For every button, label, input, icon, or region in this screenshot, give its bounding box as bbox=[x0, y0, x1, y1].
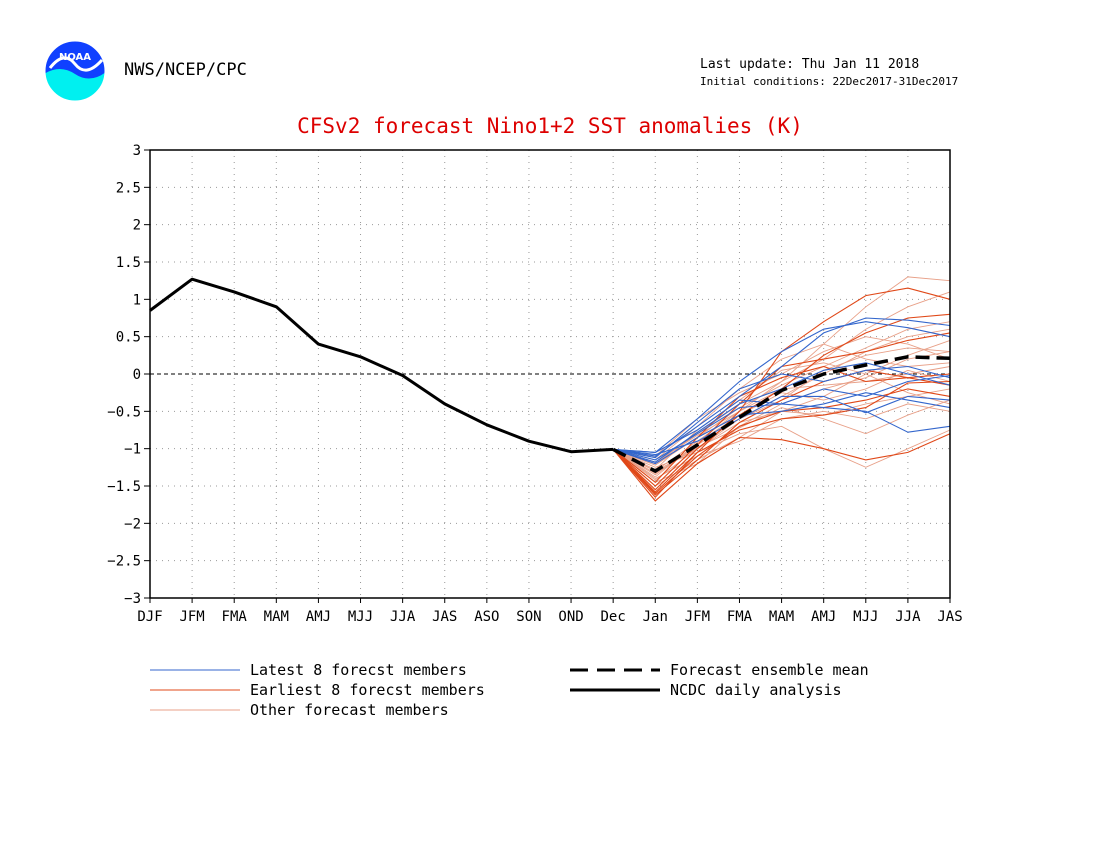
x-tick-label: FMA bbox=[727, 609, 753, 625]
initial-conditions: Initial conditions: 22Dec2017-31Dec2017 bbox=[700, 75, 959, 88]
ensemble-mean-line bbox=[612, 355, 951, 474]
noaa-logo-text: NOAA bbox=[59, 52, 91, 63]
chart-title: CFSv2 forecast Nino1+2 SST anomalies (K) bbox=[297, 114, 803, 138]
grid-lines bbox=[150, 150, 950, 598]
latest-member-line bbox=[613, 374, 951, 453]
x-tick-label: SON bbox=[516, 609, 541, 625]
axis-ticks: 3 2.5 2 1.5 1 0.5 0 −0.5 −1 −1.5 −2 −2.5 −3 DJF JFM FMA… bbox=[107, 143, 962, 625]
other-member-line bbox=[612, 369, 951, 478]
x-tick-label: JFM bbox=[179, 609, 204, 625]
x-tick-label: MJJ bbox=[853, 609, 878, 625]
x-tick-label: JAS bbox=[937, 609, 962, 625]
latest-member-line bbox=[613, 365, 951, 459]
other-member-line bbox=[613, 343, 951, 461]
y-tick-label: −2 bbox=[124, 516, 141, 532]
y-tick-label: 0.5 bbox=[116, 330, 141, 346]
analysis-line bbox=[149, 277, 614, 454]
legend: Latest 8 forecst members Earliest 8 fore… bbox=[150, 661, 869, 719]
noaa-logo: NOAA bbox=[44, 40, 106, 102]
other-member-line bbox=[612, 399, 951, 474]
y-tick-label: 2 bbox=[133, 218, 141, 234]
legend-label-analysis: NCDC daily analysis bbox=[670, 681, 842, 699]
x-tick-label: ASO bbox=[474, 609, 499, 625]
y-tick-label: 1 bbox=[133, 292, 141, 308]
x-tick-label: Dec bbox=[601, 609, 626, 625]
legend-label-mean: Forecast ensemble mean bbox=[670, 661, 869, 679]
x-tick-label: JAS bbox=[432, 609, 457, 625]
legend-label-earliest: Earliest 8 forecst members bbox=[250, 681, 485, 699]
x-tick-label: OND bbox=[558, 609, 583, 625]
latest-members bbox=[613, 317, 951, 465]
y-tick-label: 0 bbox=[133, 367, 141, 383]
x-tick-label: Jan bbox=[643, 609, 668, 625]
agency-label: NWS/NCEP/CPC bbox=[124, 60, 247, 80]
x-tick-label: AMJ bbox=[306, 609, 331, 625]
x-tick-label: DJF bbox=[137, 609, 162, 625]
x-tick-label: JFM bbox=[685, 609, 710, 625]
x-tick-label: FMA bbox=[222, 609, 248, 625]
x-tick-label: MAM bbox=[264, 609, 289, 625]
x-tick-label: AMJ bbox=[811, 609, 836, 625]
latest-member-line bbox=[613, 317, 951, 457]
legend-label-other: Other forecast members bbox=[250, 701, 449, 719]
y-tick-label: −2.5 bbox=[107, 554, 141, 570]
earliest-member-line bbox=[612, 332, 951, 487]
last-update: Last update: Thu Jan 11 2018 bbox=[700, 57, 920, 72]
y-tick-label: 1.5 bbox=[116, 255, 141, 271]
y-tick-label: 2.5 bbox=[116, 180, 141, 196]
x-tick-label: MAM bbox=[769, 609, 794, 625]
other-member-line bbox=[613, 321, 951, 466]
y-tick-label: −1.5 bbox=[107, 479, 141, 495]
earliest-member-line bbox=[612, 369, 951, 496]
legend-label-latest: Latest 8 forecst members bbox=[250, 661, 467, 679]
latest-member-line bbox=[613, 395, 951, 456]
earliest-member-line bbox=[612, 380, 951, 493]
earliest-member-line bbox=[612, 433, 951, 502]
x-tick-label: JJA bbox=[390, 609, 416, 625]
other-member-line bbox=[612, 403, 951, 480]
y-tick-label: 3 bbox=[133, 143, 141, 159]
x-tick-label: JJA bbox=[895, 609, 921, 625]
latest-member-line bbox=[613, 321, 951, 453]
x-tick-label: MJJ bbox=[348, 609, 373, 625]
y-tick-label: −3 bbox=[124, 591, 141, 607]
y-tick-label: −1 bbox=[124, 442, 141, 458]
earliest-member-line bbox=[612, 365, 951, 484]
main-series bbox=[149, 277, 951, 474]
latest-member-line bbox=[613, 392, 951, 465]
y-tick-label: −0.5 bbox=[107, 404, 141, 420]
